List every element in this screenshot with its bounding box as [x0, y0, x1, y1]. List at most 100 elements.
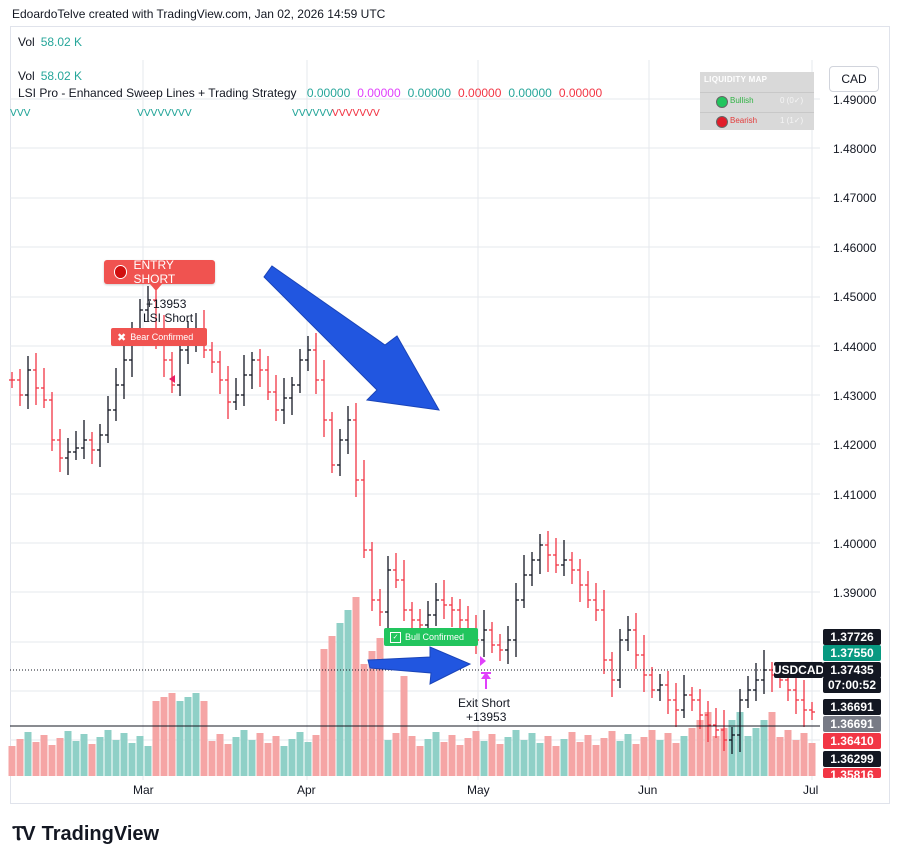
volume-legend[interactable]: Vol 58.02 K — [18, 69, 82, 83]
volume-bars — [8, 597, 816, 776]
pattern-strip-4: VVVVVVV — [332, 108, 380, 119]
volume-bar — [424, 739, 432, 776]
volume-bar — [640, 737, 648, 776]
volume-bar — [720, 728, 728, 776]
ohlc-bar — [665, 671, 671, 714]
volume-bar — [408, 736, 416, 776]
red-dot-icon — [114, 265, 128, 279]
chart-pane[interactable] — [10, 26, 890, 804]
price-tag: 1.35816 — [823, 768, 881, 778]
ohlc-bar — [705, 701, 711, 742]
ohlc-bar — [625, 616, 631, 651]
ohlc-bar — [329, 412, 335, 473]
ohlc-bar — [65, 438, 71, 475]
entry-short-label: ENTRY SHORT — [133, 258, 176, 286]
ohlc-bar — [425, 601, 431, 633]
volume-legend-top[interactable]: Vol 58.02 K — [18, 35, 82, 49]
x-label-jun: Jun — [638, 783, 658, 797]
ohlc-bar — [713, 708, 719, 738]
entry-badge-pointer — [150, 284, 162, 291]
vol-value: 58.02 K — [40, 69, 83, 83]
currency-selector[interactable]: CAD — [829, 66, 879, 92]
ohlc-bar — [593, 583, 599, 621]
ohlc-bar — [449, 597, 455, 627]
volume-bar — [304, 742, 312, 776]
ohlc-bar — [345, 406, 351, 454]
y-tick-label: 1.43000 — [833, 389, 877, 403]
volume-bar — [256, 733, 264, 776]
ohlc-bar — [265, 356, 271, 400]
volume-bar — [32, 742, 40, 776]
bear-confirmed-label: Bear Confirmed — [130, 332, 194, 342]
volume-bar — [16, 739, 24, 776]
indicator-legend[interactable]: LSI Pro - Enhanced Sweep Lines + Trading… — [18, 86, 602, 100]
volume-bar — [320, 649, 328, 776]
y-tick-label: 1.42000 — [833, 438, 877, 452]
volume-bar — [40, 735, 48, 776]
tradingview-logo[interactable]: ⲦV TradingView — [12, 823, 159, 846]
volume-bar — [200, 701, 208, 776]
liquidity-row-bearish: Bearish 1 (1✓) — [700, 112, 814, 131]
volume-bar — [176, 701, 184, 776]
lsi-short-value: +13953 — [146, 297, 187, 311]
lsi-short-label: LSI Short — [143, 311, 194, 325]
volume-bar — [616, 741, 624, 776]
price-tag: 1.37550 — [823, 645, 881, 661]
volume-bar — [648, 730, 656, 776]
ohlc-bar — [609, 652, 615, 697]
ohlc-bar — [145, 286, 151, 321]
volume-bar — [136, 736, 144, 776]
bear-confirmed-badge: ✖ Bear Confirmed — [111, 328, 207, 346]
ohlc-bar — [169, 352, 175, 393]
chart-attribution: EdoardoTelve created with TradingView.co… — [12, 7, 386, 21]
volume-bar — [456, 745, 464, 776]
volume-bar — [480, 741, 488, 776]
ohlc-bar — [105, 396, 111, 443]
indicator-value: 0.00000 — [458, 86, 502, 100]
volume-bar — [536, 743, 544, 776]
ohlc-bar — [729, 727, 735, 754]
volume-bar — [704, 712, 712, 776]
volume-bar — [272, 736, 280, 776]
volume-bar — [784, 730, 792, 776]
ohlc-bar — [633, 613, 639, 669]
ohlc-bar — [121, 340, 127, 399]
ohlc-bar — [57, 429, 63, 472]
entry-short-badge: ENTRY SHORT — [104, 258, 215, 286]
pattern-strip-3: VVVVVV — [292, 108, 333, 119]
indicator-value: 0.00000 — [407, 86, 452, 100]
volume-bar — [760, 720, 768, 776]
ohlc-bar — [737, 689, 743, 752]
y-tick-label: 1.41000 — [833, 488, 877, 502]
x-label-jul: Jul — [803, 783, 819, 797]
pattern-strip-1: VVV — [10, 108, 31, 119]
price-tag: 1.36299 — [823, 751, 881, 767]
volume-bar — [752, 728, 760, 776]
ohlc-bar — [673, 683, 679, 727]
volume-bar — [488, 734, 496, 776]
indicator-value: 0.00000 — [306, 86, 351, 100]
ohlc-bar — [481, 610, 487, 657]
volume-bar — [328, 636, 336, 776]
price-tag: 1.36410 — [823, 733, 881, 749]
volume-bar — [224, 744, 232, 776]
volume-bar — [216, 734, 224, 776]
ohlc-bar — [377, 589, 383, 626]
ohlc-bar — [401, 560, 407, 621]
liquidity-label: Bullish — [730, 96, 754, 105]
volume-bar — [656, 740, 664, 776]
ohlc-bar — [545, 531, 551, 572]
y-tick-label: 1.39000 — [833, 586, 877, 600]
x-label-may: May — [467, 783, 490, 797]
volume-bar — [56, 738, 64, 776]
ohlc-bar — [657, 674, 663, 701]
ohlc-bar — [521, 555, 527, 608]
volume-bar — [448, 735, 456, 776]
volume-bar — [416, 746, 424, 776]
volume-bar — [744, 736, 752, 776]
chart-grid — [10, 60, 820, 780]
volume-bar — [464, 738, 472, 776]
bull-confirmed-badge: ✓ Bull Confirmed — [384, 628, 478, 646]
ohlc-bar — [321, 360, 327, 437]
